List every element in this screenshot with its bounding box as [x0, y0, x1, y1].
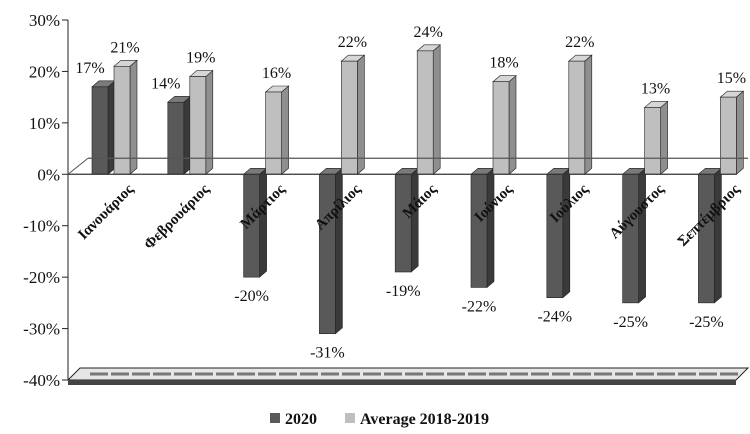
bar-2020-0 — [91, 80, 116, 175]
legend: 2020 Average 2018-2019 — [270, 411, 489, 428]
bars-group — [91, 44, 745, 335]
zero-line-group — [67, 157, 748, 175]
bar-2020-6 — [545, 167, 571, 299]
legend-swatch — [270, 413, 280, 423]
category-label: Ιανουάριος — [75, 181, 137, 243]
bar-average-0 — [113, 59, 138, 175]
y-tick-label: 0% — [37, 165, 60, 184]
data-label-average: 24% — [414, 24, 443, 41]
bar-2020-8 — [697, 167, 723, 304]
data-label-average: 21% — [110, 39, 139, 56]
bar-2020-7 — [621, 167, 647, 304]
y-tick-label: -10% — [23, 217, 60, 236]
bar-2020-5 — [470, 167, 495, 289]
bar-average-8 — [719, 90, 745, 175]
data-label-average: 13% — [641, 80, 670, 97]
y-tick-label: -20% — [23, 268, 60, 287]
data-label-2020: 14% — [151, 75, 180, 92]
y-tick-label: 20% — [29, 62, 60, 81]
y-tick-label: -30% — [23, 320, 60, 339]
y-tick-label: 10% — [29, 114, 60, 133]
bar-average-1 — [188, 69, 214, 175]
data-label-2020: -24% — [537, 309, 572, 326]
bar-2020-4 — [394, 167, 420, 273]
bar-average-7 — [643, 100, 669, 175]
floor-front — [68, 380, 736, 385]
legend-item-2020: 2020 — [270, 411, 317, 428]
data-label-average: 16% — [262, 65, 291, 82]
data-label-2020: -22% — [462, 298, 497, 315]
zero-line-edge — [67, 157, 89, 175]
category-label: Φεβρουάριος — [141, 181, 213, 253]
data-label-average: 22% — [338, 34, 367, 51]
data-labels-group: 17% 21% 14% 19% -20% 16% -31% 22% -19% 24% -22% 18%… — [75, 24, 746, 362]
bar-average-6 — [567, 54, 593, 175]
y-tick-label: -40% — [23, 371, 60, 390]
legend-swatch — [345, 413, 355, 423]
data-label-average: 18% — [489, 55, 518, 72]
bar-2020-1 — [166, 95, 192, 175]
data-label-2020: -25% — [613, 314, 648, 331]
data-label-2020: -25% — [689, 314, 724, 331]
bar-average-4 — [416, 44, 442, 175]
data-label-2020: -19% — [386, 283, 421, 300]
data-label-average: 22% — [565, 34, 594, 51]
bar-2020-2 — [242, 167, 268, 278]
data-label-average: 19% — [186, 50, 215, 67]
data-label-2020: 17% — [75, 60, 104, 77]
data-label-2020: -31% — [310, 345, 345, 362]
bar-average-5 — [492, 75, 517, 175]
data-label-2020: -20% — [234, 288, 269, 305]
legend-label: Average 2018-2019 — [360, 411, 489, 428]
y-tick-label: 30% — [29, 11, 60, 30]
y-axis: 30% 20% 10% 0% -10% -20% -30% -40% — [23, 11, 69, 390]
legend-item-average: Average 2018-2019 — [345, 411, 489, 428]
bar-average-3 — [340, 54, 366, 175]
bar-2020-3 — [318, 167, 344, 335]
chart-floor — [66, 367, 750, 385]
legend-label: 2020 — [285, 411, 317, 428]
data-label-average: 15% — [717, 70, 746, 87]
bar-average-2 — [264, 85, 290, 175]
